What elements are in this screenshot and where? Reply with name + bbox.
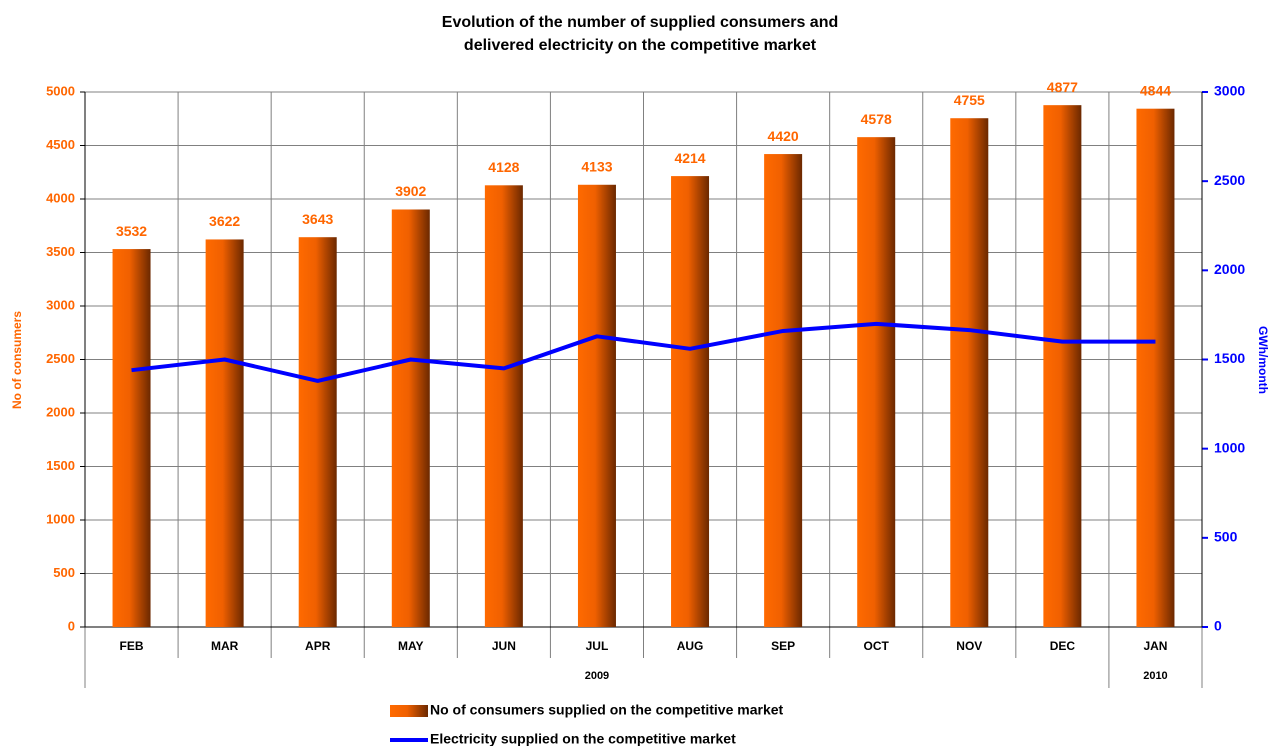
bar bbox=[1043, 105, 1082, 627]
y2-axis-label: GWh/month bbox=[1256, 326, 1270, 394]
y2-tick-label: 3000 bbox=[1214, 83, 1245, 99]
bar bbox=[112, 249, 151, 628]
y-tick-label: 0 bbox=[68, 618, 75, 633]
x-tick-label: FEB bbox=[120, 639, 144, 653]
y-tick-label: 5000 bbox=[46, 83, 75, 98]
x-tick-label: JAN bbox=[1143, 639, 1167, 653]
y2-tick-label: 500 bbox=[1214, 529, 1238, 545]
x-tick-label: DEC bbox=[1050, 639, 1076, 653]
y2-tick-label: 0 bbox=[1214, 618, 1222, 634]
x-tick-label: JUL bbox=[586, 639, 609, 653]
bar bbox=[950, 118, 989, 627]
bar bbox=[391, 209, 430, 627]
y-tick-label: 1500 bbox=[46, 458, 75, 473]
data-label: 4755 bbox=[954, 92, 985, 108]
x-tick-label: JUN bbox=[492, 639, 516, 653]
x-tick-label: APR bbox=[305, 639, 331, 653]
y2-tick-label: 2500 bbox=[1214, 172, 1245, 188]
x-tick-label: MAR bbox=[211, 639, 239, 653]
data-label: 3643 bbox=[302, 211, 333, 227]
x-tick-label: OCT bbox=[864, 639, 890, 653]
data-label: 4420 bbox=[768, 128, 799, 144]
data-label: 4214 bbox=[674, 150, 705, 166]
bar bbox=[671, 176, 710, 628]
group-label: 2010 bbox=[1143, 670, 1167, 682]
bar bbox=[1136, 108, 1175, 627]
y-tick-label: 2000 bbox=[46, 404, 75, 419]
chart-title: delivered electricity on the competitive… bbox=[464, 37, 817, 54]
data-label: 4128 bbox=[488, 159, 519, 175]
y-tick-label: 500 bbox=[53, 565, 75, 580]
y-tick-label: 4500 bbox=[46, 137, 75, 152]
x-tick-label: SEP bbox=[771, 639, 795, 653]
data-label: 3622 bbox=[209, 213, 240, 229]
bar bbox=[857, 137, 896, 628]
line bbox=[131, 321, 1156, 383]
x-tick-label: AUG bbox=[677, 639, 704, 653]
data-label: 3532 bbox=[116, 223, 147, 239]
bar bbox=[577, 184, 616, 628]
y-tick-label: 3500 bbox=[46, 244, 75, 259]
chart-title: Evolution of the number of supplied cons… bbox=[442, 14, 838, 31]
bar bbox=[764, 154, 803, 627]
data-label: 4877 bbox=[1047, 79, 1078, 95]
data-label: 3902 bbox=[395, 183, 426, 199]
bar bbox=[205, 239, 244, 628]
x-tick-label: NOV bbox=[956, 639, 982, 653]
bar bbox=[484, 185, 523, 627]
y2-tick-label: 1500 bbox=[1214, 350, 1245, 366]
y2-tick-label: 2000 bbox=[1214, 261, 1245, 277]
group-label: 2009 bbox=[585, 670, 609, 682]
data-label: 4133 bbox=[581, 158, 612, 174]
y-tick-label: 2500 bbox=[46, 351, 75, 366]
data-label: 4578 bbox=[861, 111, 892, 127]
y-tick-label: 4000 bbox=[46, 190, 75, 205]
legend-swatch bbox=[390, 705, 428, 717]
x-tick-label: MAY bbox=[398, 639, 424, 653]
legend-label: No of consumers supplied on the competit… bbox=[430, 702, 784, 718]
y-tick-label: 3000 bbox=[46, 297, 75, 312]
legend-label: Electricity supplied on the competitive … bbox=[430, 731, 736, 746]
data-label: 4844 bbox=[1140, 82, 1171, 98]
y-tick-label: 1000 bbox=[46, 511, 75, 526]
y2-tick-label: 1000 bbox=[1214, 439, 1245, 455]
y-axis-label: No of consumers bbox=[10, 311, 24, 409]
bar bbox=[298, 237, 337, 627]
